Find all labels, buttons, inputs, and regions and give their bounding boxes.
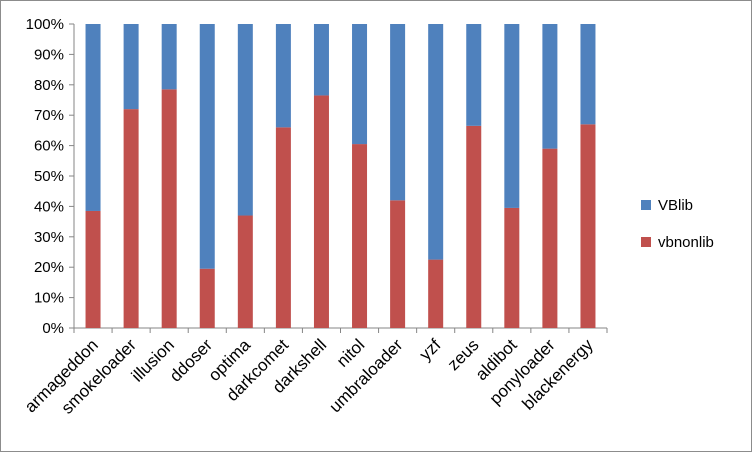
y-tick-label: 70%	[34, 107, 64, 124]
y-tick-label: 80%	[34, 77, 64, 94]
y-tick-label: 10%	[34, 290, 64, 307]
bar-vbnonlib-yzf	[428, 259, 444, 328]
bar-VBlib-blackenergy	[580, 24, 596, 125]
bar-vbnonlib-blackenergy	[580, 124, 596, 328]
bar-VBlib-yzf	[428, 24, 444, 260]
bar-VBlib-darkcomet	[275, 24, 291, 128]
legend-swatch-VBlib	[641, 200, 651, 210]
bar-VBlib-nitol	[352, 24, 368, 145]
bar-vbnonlib-armageddon	[85, 210, 101, 328]
bar-vbnonlib-umbraloader	[390, 200, 406, 328]
bar-VBlib-illusion	[161, 24, 177, 90]
bar-vbnonlib-aldibot	[504, 207, 520, 328]
y-tick-label: 60%	[34, 138, 64, 155]
axes	[69, 23, 608, 333]
bar-VBlib-armageddon	[85, 24, 101, 211]
bar-vbnonlib-ddoser	[199, 268, 215, 328]
bar-VBlib-ddoser	[199, 24, 215, 269]
bar-vbnonlib-darkshell	[313, 95, 329, 328]
bar-VBlib-ponyloader	[542, 24, 558, 149]
bar-vbnonlib-optima	[237, 215, 253, 328]
legend-label-VBlib: VBlib	[658, 197, 693, 214]
y-tick-labels: 0% 10% 20% 30% 40% 50% 60% 70% 80% 90% 100%	[26, 16, 64, 337]
legend-swatch-vbnonlib	[641, 237, 651, 247]
bar-vbnonlib-illusion	[161, 89, 177, 328]
bar-VBlib-smokeloader	[123, 24, 139, 110]
y-tick-label: 30%	[34, 229, 64, 246]
x-tick-labels: armageddonsmokeloaderillusionddoseroptim…	[21, 335, 597, 418]
bars	[85, 24, 596, 329]
y-tick-label: 50%	[34, 168, 64, 185]
y-tick-label: 40%	[34, 198, 64, 215]
y-tick-label: 20%	[34, 259, 64, 276]
bar-VBlib-umbraloader	[390, 24, 406, 201]
bar-vbnonlib-nitol	[352, 144, 368, 328]
bar-VBlib-zeus	[466, 24, 482, 126]
legend-label-vbnonlib: vbnonlib	[658, 234, 714, 251]
bar-vbnonlib-smokeloader	[123, 109, 139, 329]
y-tick-label: 0%	[42, 320, 64, 337]
bar-vbnonlib-darkcomet	[275, 127, 291, 328]
legend: VBlib vbnonlib	[641, 197, 714, 251]
x-tick-label: ddoser	[166, 335, 216, 385]
y-tick-label: 90%	[34, 46, 64, 63]
y-tick-label: 100%	[26, 16, 64, 33]
bar-vbnonlib-ponyloader	[542, 148, 558, 328]
bar-VBlib-aldibot	[504, 24, 520, 208]
bar-VBlib-darkshell	[313, 24, 329, 96]
bar-vbnonlib-zeus	[466, 125, 482, 328]
bar-VBlib-optima	[237, 24, 253, 216]
x-tick-label: yzf	[416, 335, 445, 364]
